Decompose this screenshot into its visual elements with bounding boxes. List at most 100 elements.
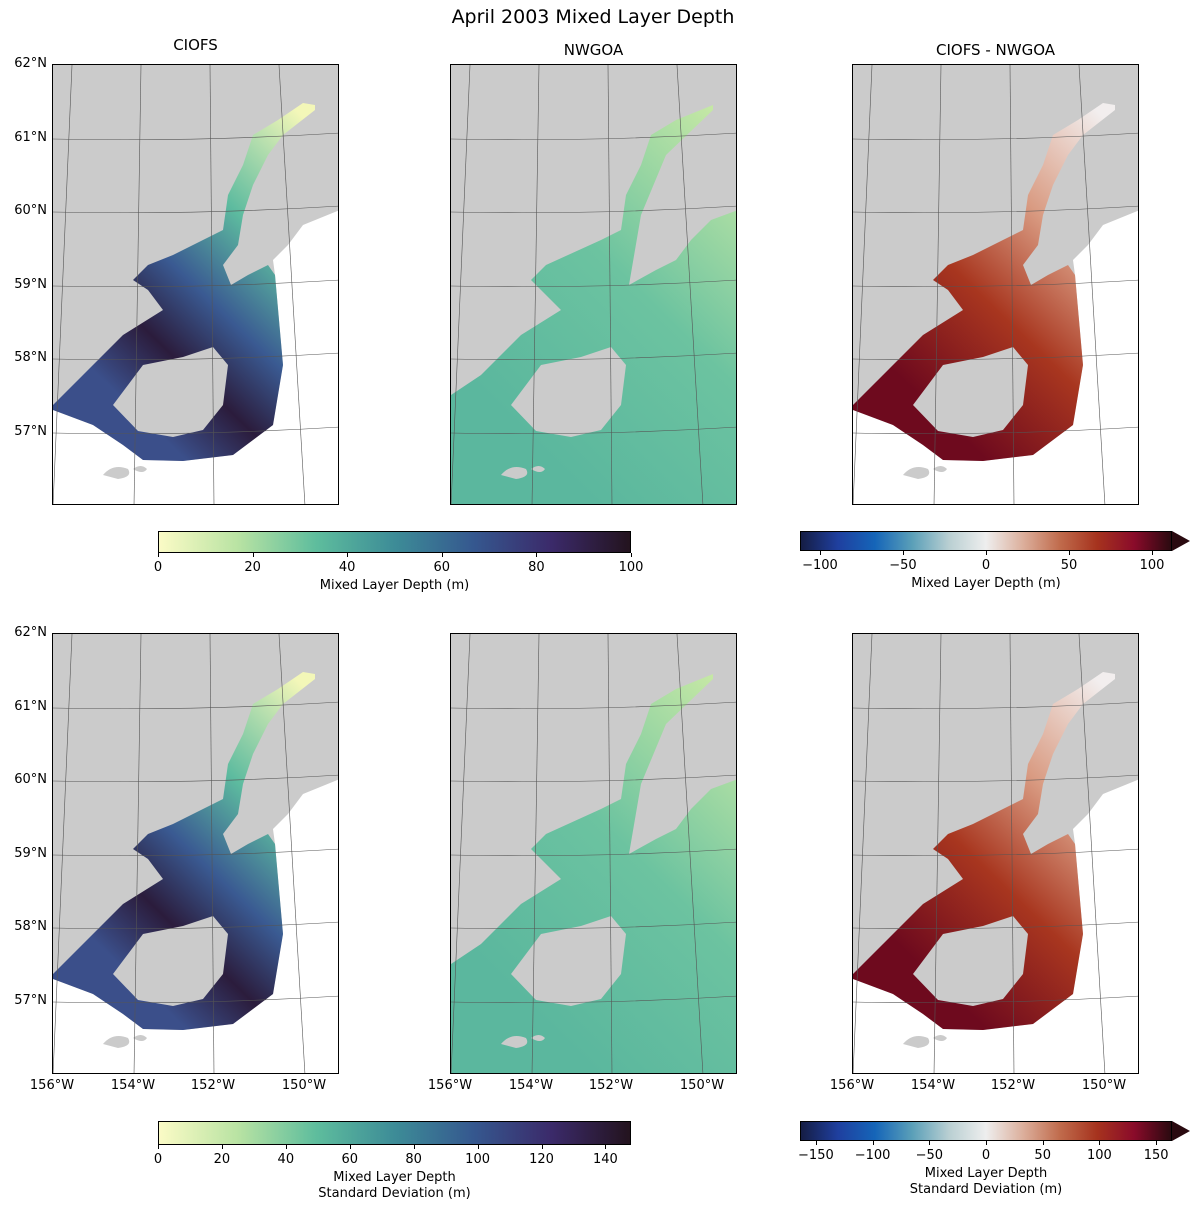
parallel-line	[451, 848, 736, 857]
colorbar-tick	[477, 1145, 479, 1149]
lon-tick-label: 156°W	[829, 1078, 875, 1093]
colorbar-tick	[441, 553, 443, 557]
model-domain-field	[451, 105, 736, 504]
islands	[103, 466, 147, 479]
kodiak-island	[511, 347, 626, 437]
parallel-line	[853, 279, 1138, 288]
parallel-line	[451, 701, 736, 710]
colorbar-tick	[986, 551, 987, 555]
colorbar-tick-label: 50	[1060, 558, 1078, 573]
parallel-line	[451, 426, 736, 435]
colorbar-label: Mixed Layer Depth (m)	[319, 578, 470, 593]
colorbar-tick-label: 140	[593, 1152, 618, 1167]
lat-tick-label: 61°N	[14, 699, 47, 714]
meridian-line	[853, 65, 873, 504]
parallel-line	[853, 352, 1138, 361]
colorbar-tick-label: 20	[213, 1152, 231, 1167]
colorbar-tick	[1152, 551, 1154, 555]
colorbar-tick	[413, 1145, 415, 1149]
meridian-line	[531, 65, 540, 504]
lon-tick-label: 150°W	[281, 1078, 327, 1093]
parallel-line	[53, 352, 338, 361]
lat-tick-label: 62°N	[14, 56, 47, 71]
islands	[103, 1035, 147, 1048]
colorbar-tick-label: 120	[529, 1152, 554, 1167]
colorbar-tick-label: 100	[1086, 1148, 1112, 1163]
parallel-line	[853, 921, 1138, 930]
colorbar-label: Mixed Layer Depth Standard Deviation (m)	[318, 1170, 471, 1201]
title-nwgoa: NWGOA	[563, 41, 624, 59]
colorbar-tick	[221, 1145, 223, 1149]
parallel-line	[853, 995, 1138, 1004]
lat-tick-label: 60°N	[14, 203, 47, 218]
colorbar-extend-arrow	[1172, 1121, 1190, 1141]
lat-tick-label: 59°N	[14, 277, 47, 292]
meridian-line	[451, 634, 471, 1073]
colorbar-tick	[605, 1145, 607, 1149]
meridian-line	[676, 65, 704, 504]
map-nwgoa-std	[450, 633, 737, 1074]
colorbar-gradient	[800, 531, 1172, 551]
colorbar-label: Mixed Layer Depth Standard Deviation (m)	[909, 1166, 1063, 1197]
colorbar-tick	[252, 553, 254, 557]
lon-tick-label: 156°W	[29, 1078, 75, 1093]
colorbar-tick-label: 80	[405, 1152, 422, 1167]
colorbar-tick	[929, 1141, 931, 1145]
colorbar-tick-label: 100	[465, 1152, 490, 1167]
meridian-line	[1078, 65, 1106, 504]
parallel-line	[53, 921, 338, 930]
parallel-line	[53, 701, 338, 710]
colorbar-tick-label: 0	[981, 558, 991, 573]
colorbar-tick-label: −50	[889, 558, 917, 573]
parallel-line	[53, 205, 338, 214]
colorbar-tick	[1156, 1141, 1158, 1145]
colorbar-tick-label: 0	[153, 560, 163, 575]
colorbar-tick-label: 0	[981, 1148, 991, 1163]
meridian-line	[133, 65, 142, 504]
lon-tick-label: 152°W	[588, 1078, 634, 1093]
parallel-line	[451, 205, 736, 214]
title-ciofs: CIOFS	[173, 36, 218, 54]
parallel-line	[853, 132, 1138, 141]
colorbar-tick-label: −150	[798, 1148, 834, 1163]
colorbar-tick-label: 0	[153, 1152, 163, 1167]
colorbar-tick	[631, 553, 632, 557]
colorbar-gradient	[158, 1121, 631, 1145]
islands	[501, 466, 545, 479]
colorbar-tick-label: 40	[338, 560, 356, 575]
lat-tick-label: 57°N	[14, 424, 47, 439]
model-domain-field	[853, 672, 1115, 1030]
parallel-line	[451, 352, 736, 361]
colorbar-tick	[349, 1145, 351, 1149]
meridian-line	[1078, 634, 1106, 1073]
lon-tick-label: 154°W	[508, 1078, 554, 1093]
meridian-line	[53, 65, 73, 504]
colorbar-tick-label: 100	[618, 560, 644, 575]
lon-tick-label: 154°W	[910, 1078, 956, 1093]
colorbar-tick-label: 150	[1143, 1148, 1169, 1163]
map-nwgoa-mean	[450, 64, 737, 505]
colorbar-gradient	[158, 531, 631, 553]
colorbar-tick	[986, 1141, 987, 1145]
colorbar-tick	[815, 1141, 817, 1145]
colorbar-tick	[1099, 1141, 1101, 1145]
islands	[903, 1035, 947, 1048]
colorbar-tick-label: 40	[277, 1152, 295, 1167]
parallel-line	[53, 774, 338, 783]
colorbar-tick	[158, 1145, 159, 1149]
colorbar-label: Mixed Layer Depth (m)	[911, 576, 1061, 591]
meridian-line	[451, 65, 471, 504]
parallel-line	[451, 774, 736, 783]
model-domain-field	[53, 103, 315, 461]
colorbar-tick	[285, 1145, 287, 1149]
parallel-line	[853, 848, 1138, 857]
parallel-line	[451, 921, 736, 930]
lat-tick-label: 60°N	[14, 772, 47, 787]
meridian-line	[53, 634, 73, 1073]
colorbar-tick-label: 20	[244, 560, 261, 575]
islands	[903, 466, 947, 479]
model-domain-field	[53, 672, 315, 1030]
colorbar-tick-label: 100	[1139, 558, 1165, 573]
kodiak-island	[913, 916, 1028, 1006]
